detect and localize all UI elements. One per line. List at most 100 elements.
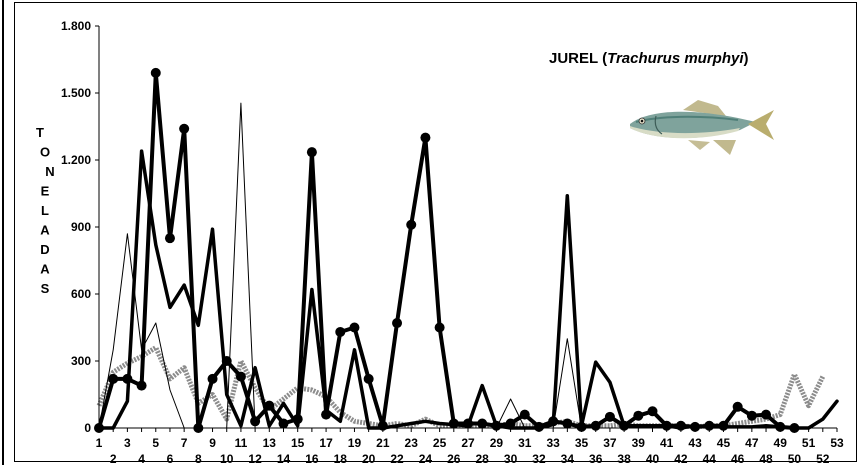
x-tick-label: 37 [603,436,617,450]
y-label-letter: S [41,281,50,296]
series-1-point [604,411,615,422]
series-1-point [164,233,175,244]
x-tick-label-row2: 6 [167,452,174,465]
y-tick-label: 1.200 [61,153,91,167]
series-1-point [505,418,516,429]
series-1-point [363,373,374,384]
series-1-point [235,371,246,382]
x-tick-label: 41 [660,436,674,450]
x-tick-label: 13 [263,436,277,450]
series-1-point [122,373,133,384]
y-tick-label: 0 [84,421,91,435]
x-tick-label: 19 [348,436,362,450]
x-tick-label: 23 [405,436,419,450]
series-1-point [519,409,530,420]
left-edge-rule [2,0,4,465]
series-1-point [392,318,403,329]
x-tick-label-row2: 34 [561,452,575,465]
y-tick-label: 600 [71,287,91,301]
x-tick-label: 53 [830,436,844,450]
series-1-point [562,418,573,429]
series-1-point [221,356,232,366]
series-1-point [761,409,772,420]
x-tick-label-row2: 14 [277,452,291,465]
y-label-letter: N [45,164,54,179]
y-tick-label: 1.500 [61,86,91,100]
series-1-point [548,416,559,427]
series-1-point [292,414,303,425]
x-tick-label-row2: 40 [646,452,660,465]
x-tick-label: 43 [688,436,702,450]
series-1-point [306,147,317,158]
x-tick-label: 47 [745,436,759,450]
x-tick-label: 11 [235,436,248,450]
x-tick-label: 9 [209,436,216,450]
x-tick-label: 29 [490,436,504,450]
x-tick-label-row2: 38 [617,452,631,465]
series-1-point [746,410,757,421]
series-1-point [775,421,786,432]
series-1-point [406,219,417,230]
series-1-point [250,416,261,427]
x-tick-label-row2: 36 [589,452,603,465]
series-1-point [633,410,644,421]
chart-title-species: Trachurus murphyi [607,50,744,67]
x-tick-label-row2: 52 [816,452,830,465]
series-1-point [321,409,332,420]
y-label-letter: A [40,262,50,277]
chart-title: JUREL (Trachurus murphyi) [549,50,749,67]
chart-title-prefix: JUREL ( [549,50,607,67]
x-tick-label: 5 [152,436,159,450]
x-tick-label: 3 [124,436,131,450]
x-tick-label-row2: 20 [362,452,376,465]
y-label-letter: D [40,242,49,257]
x-tick-label-row2: 2 [110,452,117,465]
series-1-point [463,418,473,429]
x-tick-label-row2: 26 [447,452,461,465]
x-tick-label-row2: 50 [788,452,802,465]
x-tick-label-row2: 28 [476,452,490,465]
series-1-point [136,380,147,391]
x-tick-label-row2: 12 [248,452,262,465]
x-tick-labels: 1 3 5 7 9 11 13 15 17 19 21 23 25 27 29 31 33 35 37 39 41 43 4… [96,428,844,465]
series-1-point [533,421,544,432]
x-tick-label: 25 [433,436,447,450]
x-tick-label: 1 [96,436,103,450]
series-1-point [207,373,218,384]
y-label-letter: L [41,203,49,218]
y-label-letter: O [40,145,50,160]
x-tick-label: 31 [518,436,532,450]
x-tick-label: 49 [774,436,788,450]
x-tick-label: 17 [319,436,333,450]
y-label-letter: E [41,184,50,199]
series-1-point [420,132,431,143]
series-1-point [264,400,275,411]
x-tick-label: 15 [291,436,305,450]
x-tick-label-row2: 32 [532,452,546,465]
y-tick-label: 300 [71,354,91,368]
x-tick-label: 7 [181,436,188,450]
x-tick-label-row2: 10 [220,452,234,465]
series-1-point [576,421,587,432]
axes [98,26,837,429]
chart-title-suffix: ) [744,50,749,67]
series-1-point [278,418,289,429]
y-label-letter: A [40,223,50,238]
series-1-point [150,67,161,78]
x-tick-label-row2: 30 [504,452,518,465]
series-1-point [477,418,488,429]
y-tick-label: 1.800 [61,19,91,33]
series-1-point [690,421,701,432]
x-tick-label-row2: 16 [305,452,319,465]
x-tick-label: 45 [717,436,731,450]
series-1-point [349,322,360,333]
series-line-4 [96,345,826,430]
x-tick-label: 21 [376,436,390,450]
x-tick-label-row2: 44 [703,452,717,465]
x-tick-label-row2: 42 [674,452,688,465]
y-tick-labels: 0 300 600 900 1.200 1.500 1.800 [61,19,99,435]
series-1-point [108,373,119,384]
x-tick-label: 39 [632,436,646,450]
